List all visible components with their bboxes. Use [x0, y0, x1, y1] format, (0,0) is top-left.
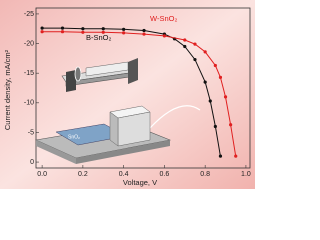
data-point: [223, 95, 228, 99]
data-point: [60, 30, 65, 34]
data-point: [40, 30, 44, 34]
data-point: [229, 123, 233, 127]
data-point: [203, 80, 207, 84]
y-axis-title: Current density, mA/cm²: [3, 49, 12, 130]
layer-label: SnO₂: [68, 134, 80, 140]
y-tick-label: -15: [24, 70, 34, 77]
graphical-abstract: 0.0 0.2 0.4 0.6 0.8 1.0 -25 -20 -15 -10 -5 0 SnO₂ V…: [0, 0, 255, 189]
data-point: [203, 50, 207, 54]
data-point: [183, 44, 187, 49]
x-tick-label: 1.0: [241, 171, 251, 178]
data-point: [81, 27, 85, 31]
data-point: [142, 28, 146, 33]
data-point: [193, 57, 197, 62]
plot-area: 0.0 0.2 0.4 0.6 0.8 1.0 -25 -20 -15 -10 -5 0: [24, 7, 251, 178]
data-point: [122, 27, 126, 31]
data-point: [213, 63, 217, 68]
y-tick-label: 0: [30, 159, 34, 166]
series-label: B-SnO₂: [86, 33, 112, 42]
data-point: [218, 75, 223, 79]
y-tick-label: -20: [24, 40, 34, 47]
data-point: [60, 26, 65, 30]
x-tick-label: 0.8: [200, 171, 210, 178]
data-point: [101, 30, 105, 34]
data-point: [208, 99, 212, 103]
data-point: [218, 154, 223, 158]
y-tick-label: -5: [28, 129, 34, 136]
illustration: SnO₂: [34, 58, 201, 164]
data-point: [40, 26, 44, 30]
data-point: [142, 32, 146, 36]
data-point: [193, 42, 197, 46]
data-point: [101, 27, 105, 31]
background: [0, 0, 255, 189]
data-point: [162, 34, 166, 38]
x-tick-label: 0.6: [160, 171, 170, 178]
data-point: [122, 31, 126, 35]
data-point: [183, 38, 187, 42]
data-point: [234, 154, 238, 158]
x-tick-label: 0.0: [37, 171, 47, 178]
y-tick-label: -10: [24, 100, 34, 107]
y-tick-label: -25: [24, 11, 34, 18]
data-point: [213, 124, 217, 129]
x-tick-label: 0.2: [78, 171, 88, 178]
x-tick-label: 0.4: [119, 171, 129, 178]
data-point: [81, 30, 85, 34]
plot-frame: [35, 7, 251, 169]
series-label: W-SnO₂: [150, 14, 177, 23]
x-axis-title: Voltage, V: [123, 178, 157, 187]
